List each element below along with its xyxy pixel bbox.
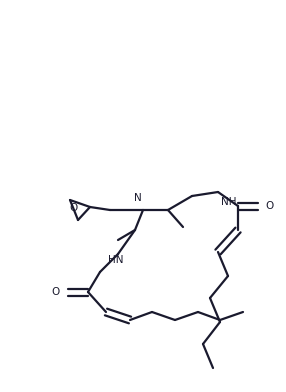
Text: N: N	[134, 193, 142, 203]
Text: O: O	[70, 203, 78, 213]
Text: O: O	[266, 201, 274, 211]
Text: NH: NH	[221, 197, 237, 207]
Text: HN: HN	[108, 255, 124, 265]
Text: O: O	[52, 287, 60, 297]
